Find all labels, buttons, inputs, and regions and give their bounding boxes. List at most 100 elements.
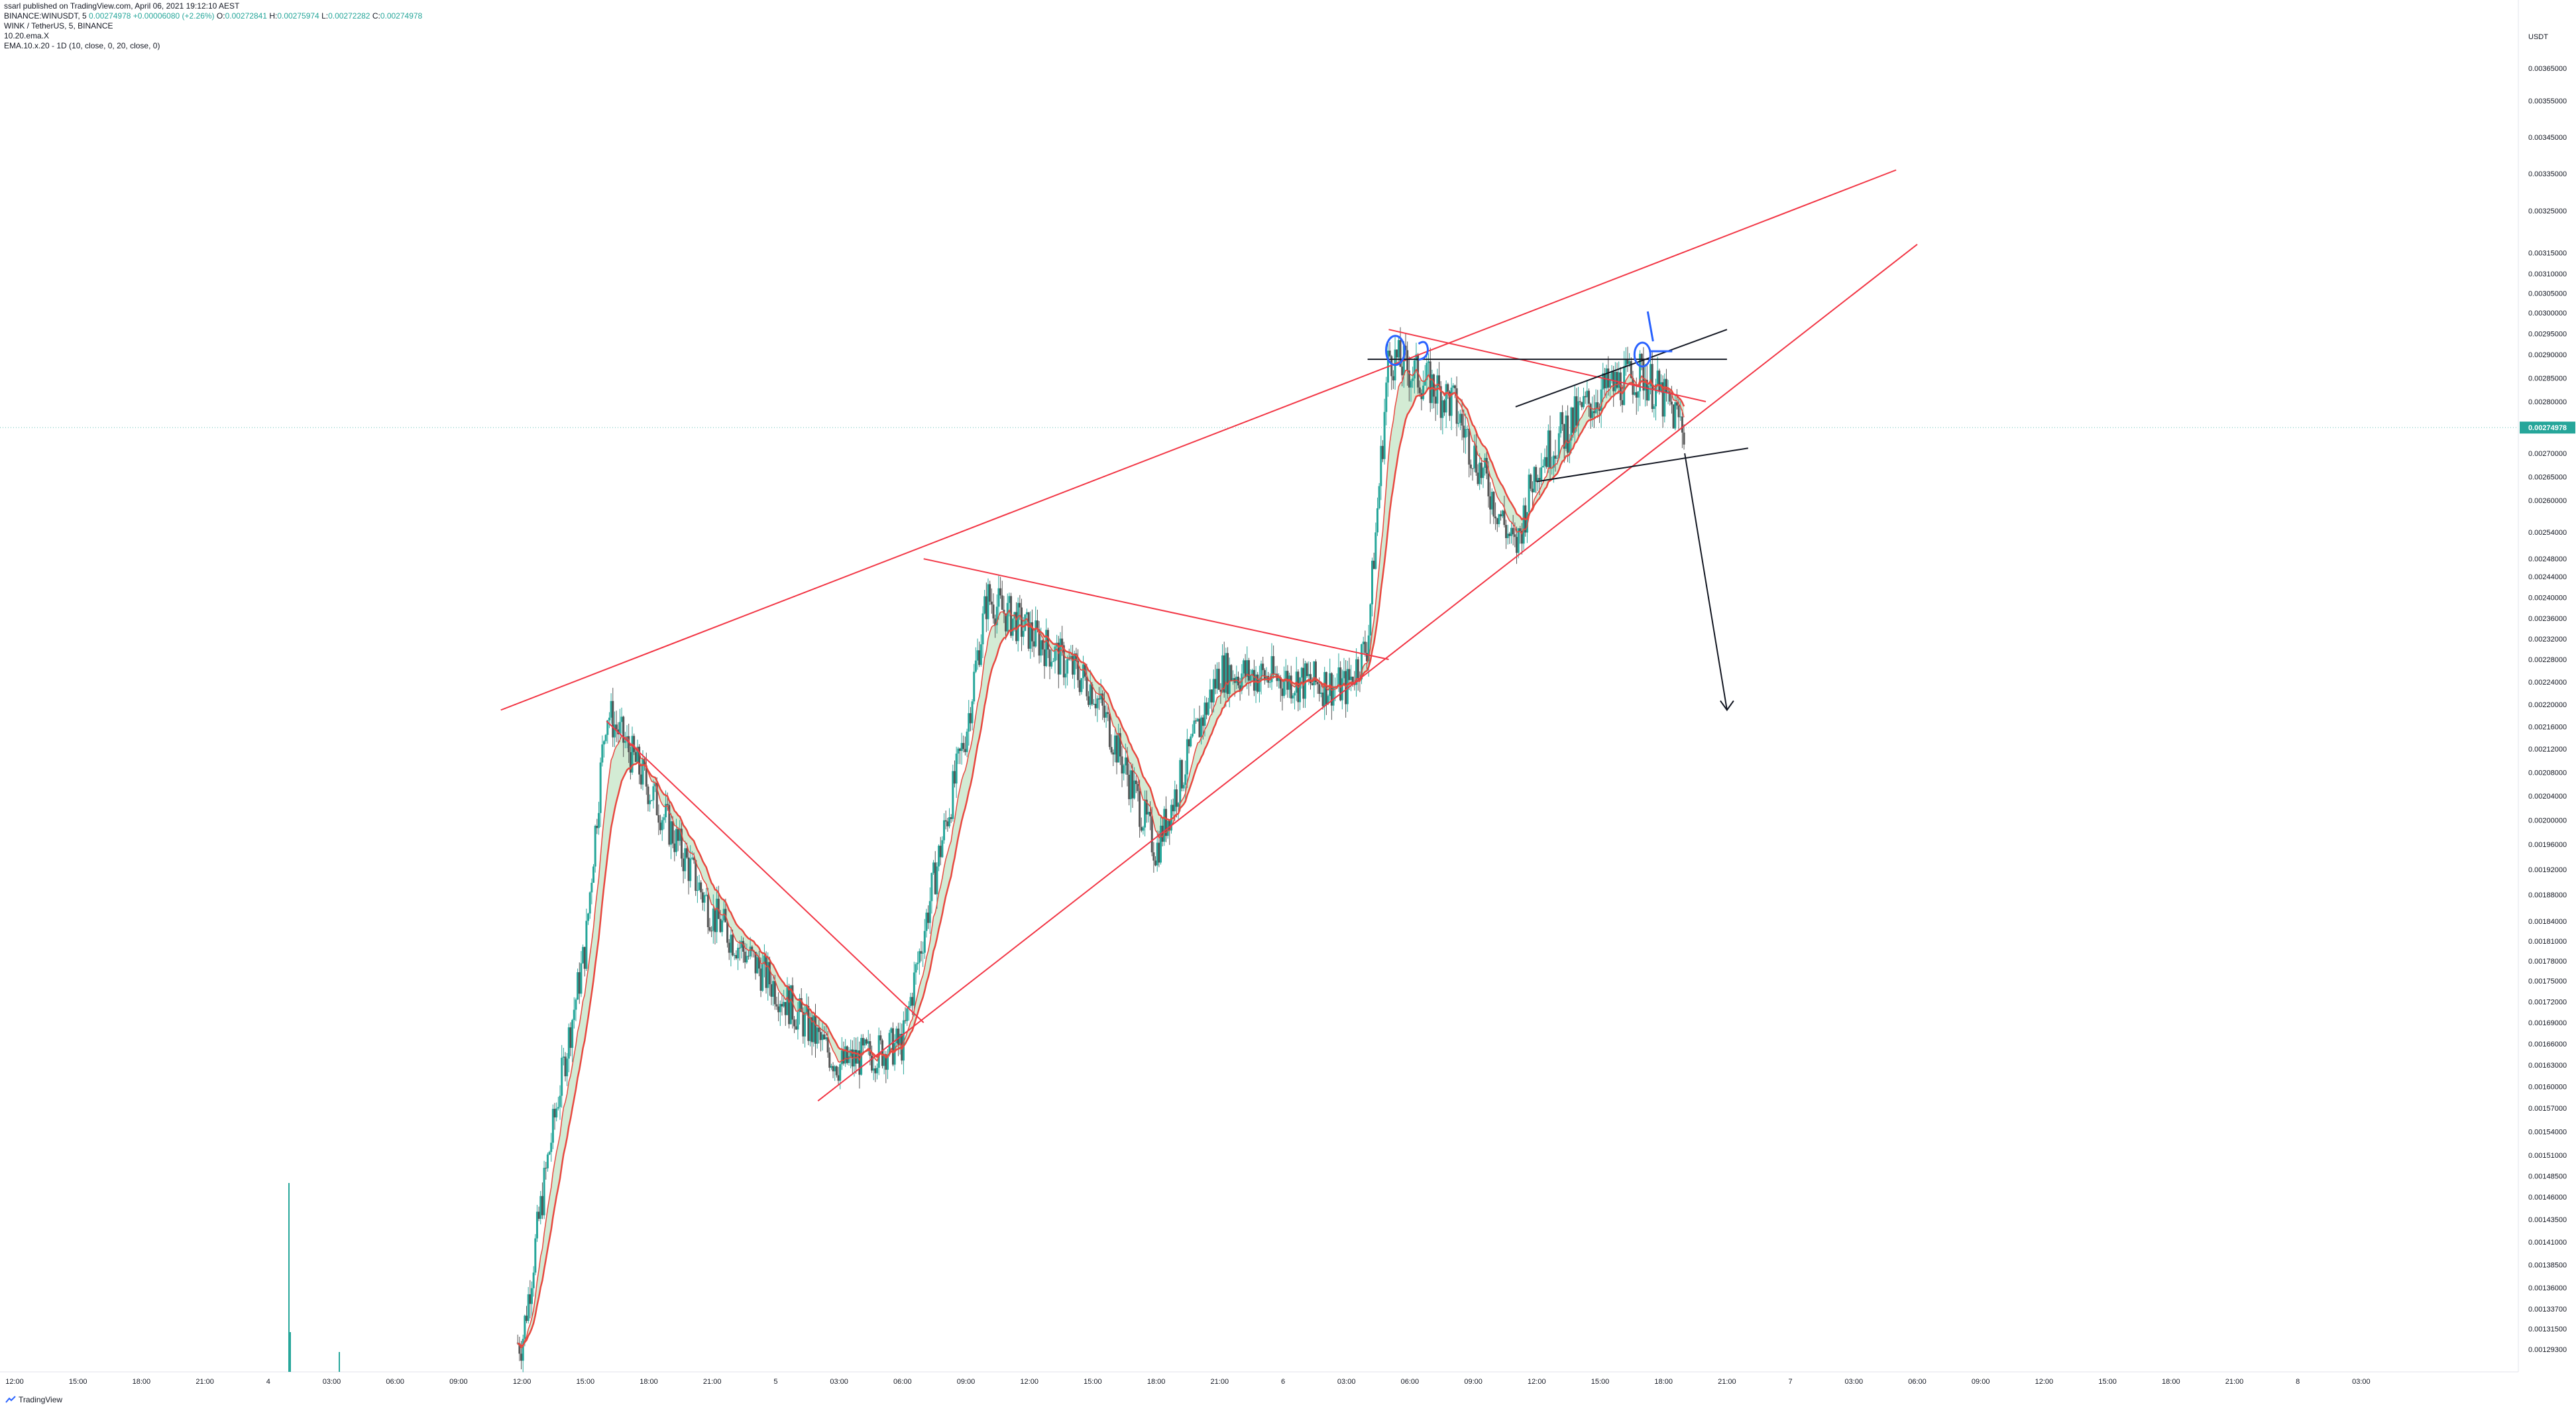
candle-body	[1596, 402, 1599, 409]
candle	[644, 756, 646, 771]
candle	[1479, 453, 1481, 490]
candle	[1543, 448, 1546, 473]
candle-body	[932, 862, 935, 873]
candle	[1107, 705, 1109, 722]
candle	[964, 736, 966, 756]
candle	[578, 962, 581, 1004]
candle	[553, 1103, 556, 1130]
candle-body	[1101, 693, 1104, 706]
candle-body	[1515, 537, 1518, 553]
candle	[948, 808, 951, 828]
candle	[1388, 342, 1391, 358]
candle-body	[1587, 390, 1590, 404]
candle-body	[830, 1066, 832, 1068]
candle-body	[812, 1015, 815, 1042]
candle-body	[1033, 641, 1035, 647]
candle	[1385, 376, 1388, 425]
candle	[1186, 728, 1188, 788]
candle	[738, 940, 741, 961]
candle-body	[566, 1058, 569, 1076]
candle-body	[1438, 375, 1441, 386]
candle-body	[772, 981, 775, 997]
candle-body	[1128, 774, 1131, 799]
candle-body	[941, 840, 944, 858]
candle-body	[1164, 809, 1167, 836]
candle	[922, 941, 924, 968]
candle-body	[626, 736, 628, 742]
candle	[1270, 643, 1273, 690]
price-tick-label: 0.00148500	[2528, 1173, 2567, 1181]
candle	[577, 968, 579, 1000]
candle-body	[1383, 412, 1386, 459]
candle-body	[1313, 661, 1316, 685]
candle-body	[1579, 401, 1581, 402]
candle-body	[840, 1050, 843, 1064]
candle	[1573, 385, 1576, 445]
black-trendline	[1536, 447, 1748, 482]
candle-body	[1500, 514, 1502, 517]
candle-body	[1025, 612, 1028, 615]
last-price-badge-label: 0.00274978	[2528, 424, 2567, 432]
candle-body	[1182, 785, 1185, 789]
candle	[624, 732, 626, 749]
price-tick-label: 0.00163000	[2528, 1062, 2567, 1070]
candle-body	[1602, 373, 1604, 390]
candle	[1099, 679, 1102, 704]
candle	[1575, 388, 1578, 432]
candle-body	[737, 948, 740, 959]
candle-body	[1294, 693, 1296, 696]
candle-body	[553, 1109, 556, 1118]
candle	[634, 747, 637, 763]
candle-body	[1522, 505, 1525, 544]
candle	[691, 851, 693, 860]
candle-body	[1062, 645, 1065, 678]
indicator-symbol: WINK / TetherUS, 5, BINANCE	[4, 21, 113, 30]
candle-body	[1413, 360, 1416, 379]
candle-body	[1212, 679, 1215, 703]
candle	[601, 735, 604, 767]
candle	[1212, 669, 1215, 713]
candle	[742, 937, 744, 963]
candle	[740, 936, 743, 959]
candle	[1406, 341, 1409, 386]
candle-body	[746, 956, 748, 963]
candle-body	[788, 986, 791, 1025]
time-tick-label: 12:00	[2035, 1378, 2054, 1386]
candle	[1644, 364, 1647, 407]
tradingview-logo: TradingView	[5, 1395, 62, 1404]
blue-circle-marker	[1418, 341, 1429, 361]
candle-body	[783, 1001, 785, 1007]
candle	[557, 1097, 559, 1111]
candle-body	[1300, 667, 1303, 678]
candle	[1232, 670, 1235, 685]
candle-body	[879, 1035, 882, 1041]
candle	[761, 953, 764, 992]
candle-body	[925, 912, 928, 931]
candle-body	[1175, 789, 1178, 807]
candle	[1603, 368, 1606, 397]
price-tick-label: 0.00169000	[2528, 1019, 2567, 1027]
black-trendline	[1515, 329, 1728, 408]
candle	[1281, 679, 1284, 711]
candle-body	[953, 771, 956, 784]
candle-body	[1059, 638, 1062, 675]
candle	[1595, 389, 1597, 414]
price-tick-label: 0.00154000	[2528, 1129, 2567, 1137]
candle	[608, 712, 610, 728]
candle-body	[636, 746, 639, 762]
candle-body	[1099, 693, 1102, 700]
candle	[541, 1182, 543, 1219]
candle-body	[1650, 364, 1652, 386]
candle-body	[1196, 718, 1199, 722]
candle-body	[907, 1006, 910, 1009]
candle	[1362, 636, 1365, 653]
candle	[559, 1085, 561, 1120]
candle-body	[952, 771, 954, 819]
candle-body	[1443, 400, 1446, 413]
candle-body	[917, 962, 919, 964]
candle-body	[712, 908, 714, 931]
candle	[1272, 645, 1275, 679]
candle-body	[1204, 703, 1206, 726]
candle	[943, 813, 946, 844]
